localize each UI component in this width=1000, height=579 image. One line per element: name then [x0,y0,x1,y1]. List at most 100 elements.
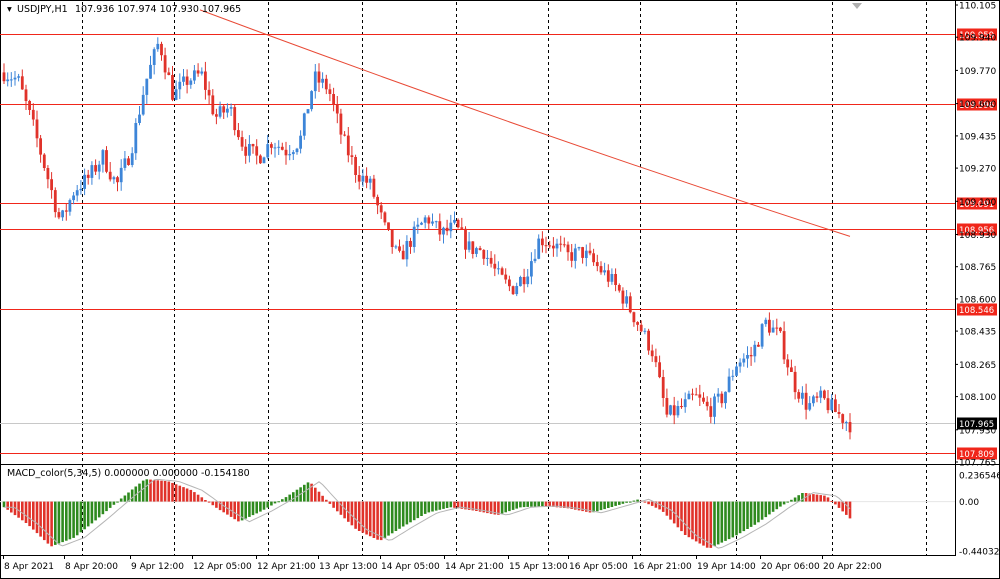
macd-bar [775,501,779,510]
macd-bar [222,501,225,513]
candle-body [742,358,746,363]
macd-bar [204,500,207,502]
candle-body [53,190,57,213]
candle-body [266,144,270,158]
candle-body [599,266,603,273]
candle-body [9,79,13,81]
candle-body [61,210,64,218]
candle-body [398,246,401,251]
macd-bar [138,483,141,502]
candle-body [698,394,702,398]
vertical-gridlines [82,2,927,556]
macd-bar [786,501,789,503]
macd-bar [295,489,299,502]
macd-bar [581,501,584,512]
candle-body [174,89,178,100]
macd-bar [266,501,269,508]
candle-body [130,153,134,165]
candle-body [603,270,606,273]
candle-body [735,366,738,376]
macd-bar [647,501,650,505]
macd-bar [401,501,405,527]
macd-bar [376,501,379,540]
macd-bar [665,501,669,516]
macd-bar [50,501,53,547]
price-tick-label: 108.100 [959,393,996,403]
axis-labels: 110.105 109.940 109.770 109.600 109.435 109.2… [3,2,1000,572]
macd-bar [757,501,760,523]
price-tick-label: 107.930 [959,426,996,436]
macd-bar [456,501,460,509]
candle-body [207,89,211,96]
candle-body [394,246,398,248]
price-tick-label: 107.765 [959,459,996,469]
macd-bar [830,500,833,502]
candle-body [2,72,6,82]
candle-body [101,150,105,165]
macd-bar [149,479,152,502]
macd-bar [343,501,346,519]
candle-body [672,405,676,416]
candle-body [350,155,354,157]
time-tick-label: 16 Apr 05:00 [569,562,628,572]
time-tick-label: 19 Apr 14:00 [697,562,756,572]
dropdown-icon[interactable]: ▾ [7,4,12,15]
macd-bar [185,488,189,502]
macd-bar [277,501,280,503]
macd-bar [654,501,658,508]
candle-body [215,114,218,117]
candle-body [617,285,621,291]
macd-bar [720,501,724,543]
candle-body [584,250,588,258]
macd-bar [409,501,412,523]
macd-bar [658,501,661,510]
candle-body [332,94,335,105]
candle-body [548,245,552,247]
macd-bar [215,501,218,508]
level-tag-label: 108.956 [959,226,994,236]
candle-body [819,390,823,398]
price-tick-label: 109.435 [959,132,996,142]
candle-body [259,155,262,164]
candle-body [50,179,53,191]
candle-body [683,399,687,408]
macd-bar [328,501,332,504]
candle-body [324,78,328,90]
macd-bar [141,480,145,502]
macd-bar [614,501,617,506]
candle-body [793,371,797,393]
scroll-indicator-icon[interactable] [852,3,862,9]
candle-body [94,165,97,172]
candle-body [138,114,141,123]
ohlc-readout: 107.936 107.974 107.930 107.965 [75,4,241,15]
macd-bar [541,501,544,507]
macd-bar [229,501,233,517]
candle-body [328,89,332,94]
macd-bar [83,501,86,530]
macd-bar [548,501,551,507]
candle-body [240,137,244,147]
macd-bar [555,501,559,508]
macd-bar [596,501,599,512]
macd-bar [2,501,6,508]
time-tick-label: 8 Apr 20:00 [65,562,118,572]
candle-body [834,399,837,412]
macd-bar [482,501,486,513]
candle-body [705,401,709,407]
current-price-label: 107.965 [959,420,994,430]
macd-bar [314,487,317,502]
candle-body [105,150,108,172]
candle-body [75,190,79,196]
candle-body [595,262,599,267]
candle-body [134,123,138,154]
macd-bar [460,501,464,509]
level-tag [957,197,997,210]
candle-body [467,241,471,250]
macd-bar [211,501,215,506]
candle-body [830,399,834,411]
candle-body [614,274,617,285]
macd-bar [826,497,830,502]
macd-tick-label: -0.440327 [959,548,1000,558]
